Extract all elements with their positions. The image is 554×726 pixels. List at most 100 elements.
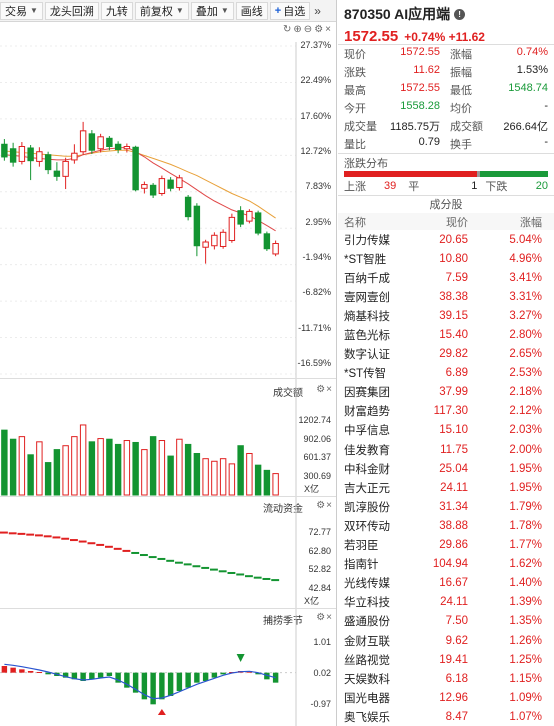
component-name: 指南针: [344, 559, 379, 572]
volume-bar: [106, 438, 113, 496]
candle-down: [9, 148, 17, 163]
quote-row: 量比 0.79 换手 -: [338, 135, 554, 153]
quote-value: 11.62: [413, 64, 440, 76]
adjust-dropdown[interactable]: 前复权 ▼: [134, 1, 189, 20]
flow-segment: [43, 535, 52, 538]
chevron-down-icon: ▼: [220, 6, 229, 15]
indicator-panel[interactable]: 捕捞季节 ⚙× 1.01 0.02 -0.97: [0, 608, 336, 726]
panel-controls: ↻⊕⊖⚙×: [283, 24, 333, 35]
component-row[interactable]: 熵基科技 39.15 3.27%: [338, 306, 554, 325]
component-price: 20.65: [439, 233, 468, 246]
candle-up: [211, 234, 218, 247]
refresh-icon[interactable]: ↻: [283, 24, 294, 35]
fund-flow-panel[interactable]: 流动资金 ⚙× 72.77 62.80 52.82 42.84 X亿: [0, 496, 336, 609]
component-row[interactable]: *ST传智 6.89 2.53%: [338, 364, 554, 383]
candle-down: [167, 179, 174, 189]
candle-down: [237, 210, 244, 225]
volume-bar: [9, 438, 17, 496]
header-change[interactable]: 涨幅: [520, 216, 542, 229]
add-icon[interactable]: ⊕: [293, 24, 304, 35]
flow-segment: [61, 537, 70, 540]
flow-segment: [210, 568, 218, 571]
component-price: 24.11: [440, 596, 468, 609]
component-row[interactable]: 数字认证 29.82 2.65%: [338, 345, 554, 364]
header-price[interactable]: 现价: [446, 216, 468, 229]
component-row[interactable]: 佳发教育 11.75 2.00%: [338, 440, 554, 459]
component-row[interactable]: 百纳千成 7.59 3.41%: [338, 268, 554, 287]
component-row[interactable]: 双环传动 38.88 1.78%: [338, 516, 554, 535]
close-icon[interactable]: ×: [326, 384, 333, 395]
settings-icon[interactable]: ⚙: [316, 384, 327, 395]
close-icon[interactable]: ×: [326, 612, 333, 623]
header-name[interactable]: 名称: [344, 216, 366, 229]
quote-cell: 最低 1548.74: [446, 82, 548, 98]
nine-turn-button[interactable]: 九转: [100, 1, 133, 20]
flow-segment: [201, 566, 210, 569]
indicator-bar: [62, 672, 69, 678]
volume-bar: [79, 424, 87, 496]
settings-icon[interactable]: ⚙: [316, 500, 327, 511]
component-row[interactable]: *ST智胜 10.80 4.96%: [338, 249, 554, 268]
flow-unit: X亿: [303, 596, 319, 606]
component-row[interactable]: 光线传媒 16.67 1.40%: [338, 574, 554, 593]
component-row[interactable]: 吉大正元 24.11 1.95%: [338, 478, 554, 497]
component-change: 1.95%: [509, 462, 542, 475]
components-header: 名称 现价 涨幅: [338, 213, 554, 230]
component-row[interactable]: 壹网壹创 38.38 3.31%: [338, 287, 554, 306]
quote-cell: 涨跌 11.62: [344, 64, 446, 80]
component-price: 104.94: [432, 558, 468, 571]
component-row[interactable]: 指南针 104.94 1.62%: [338, 555, 554, 574]
settings-icon[interactable]: ⚙: [314, 24, 326, 35]
component-row[interactable]: 天娱数科 6.18 1.15%: [338, 669, 554, 688]
component-row[interactable]: 金财互联 9.62 1.26%: [338, 631, 554, 650]
distribution-bar: [344, 171, 548, 177]
volume-bar: [272, 473, 279, 496]
trade-dropdown[interactable]: 交易 ▼: [0, 1, 43, 20]
close-icon[interactable]: ×: [325, 24, 333, 35]
indicator-bar: [185, 672, 191, 688]
settings-icon[interactable]: ⚙: [316, 612, 327, 623]
component-row[interactable]: 因赛集团 37.99 2.18%: [338, 383, 554, 402]
close-icon[interactable]: ×: [326, 500, 333, 511]
flow-segment: [17, 532, 26, 535]
quote-cell: 成交额 266.64亿: [446, 118, 548, 134]
stock-code-name: 870350 AI应用端: [344, 6, 451, 22]
quote-label: 成交额: [450, 121, 483, 133]
component-row[interactable]: 引力传媒 20.65 5.04%: [338, 230, 554, 249]
candle-up: [141, 184, 148, 189]
trade-label: 交易: [5, 5, 27, 18]
leader-review-button[interactable]: 龙头回溯: [44, 1, 99, 20]
indicator-bar: [10, 667, 16, 673]
flow-segment: [227, 571, 236, 574]
component-row[interactable]: 盛通股份 7.50 1.35%: [338, 612, 554, 631]
component-row[interactable]: 凯淳股份 31.34 1.79%: [338, 497, 554, 516]
volume-bar: [158, 440, 166, 496]
indicator-bar: [45, 672, 51, 675]
component-name: 数字认证: [344, 349, 390, 362]
component-row[interactable]: 若羽臣 29.86 1.77%: [338, 536, 554, 555]
component-row[interactable]: 华立科技 24.11 1.39%: [338, 593, 554, 612]
component-row[interactable]: 中孚信息 15.10 2.03%: [338, 421, 554, 440]
component-price: 29.86: [439, 539, 468, 552]
component-row[interactable]: 丝路视觉 19.41 1.25%: [338, 650, 554, 669]
component-row[interactable]: 奥飞娱乐 8.47 1.07%: [338, 707, 554, 726]
minus-icon[interactable]: ⊖: [303, 24, 315, 35]
component-change: 1.79%: [509, 500, 542, 513]
component-row[interactable]: 中科金财 25.04 1.95%: [338, 459, 554, 478]
draw-line-label: 画线: [240, 5, 263, 18]
component-row[interactable]: 蓝色光标 15.40 2.80%: [338, 325, 554, 344]
more-icon[interactable]: »: [314, 3, 321, 18]
info-icon[interactable]: !: [454, 8, 466, 20]
quote-cell: 成交量 1185.75万: [344, 118, 446, 134]
volume-panel[interactable]: 成交额 ⚙× 1202.74 902.06 601.37 300.69 X亿: [0, 378, 336, 497]
axis-tick-label: 52.82: [308, 564, 331, 575]
component-row[interactable]: 国光电器 12.96 1.09%: [338, 688, 554, 707]
component-price: 38.88: [439, 519, 468, 532]
component-row[interactable]: 财富趋势 117.30 2.12%: [338, 402, 554, 421]
price-panel[interactable]: ↻⊕⊖⚙× 27.37% 22.49% 17.60% 12.72% 7.83% 2.95%…: [0, 22, 336, 378]
draw-line-button[interactable]: 画线: [235, 1, 268, 20]
indicator-bar: [220, 672, 226, 675]
add-favorite-button[interactable]: + 自选: [269, 1, 311, 20]
quote-cell: 最高 1572.55: [344, 82, 446, 98]
overlay-dropdown[interactable]: 叠加 ▼: [190, 1, 234, 20]
